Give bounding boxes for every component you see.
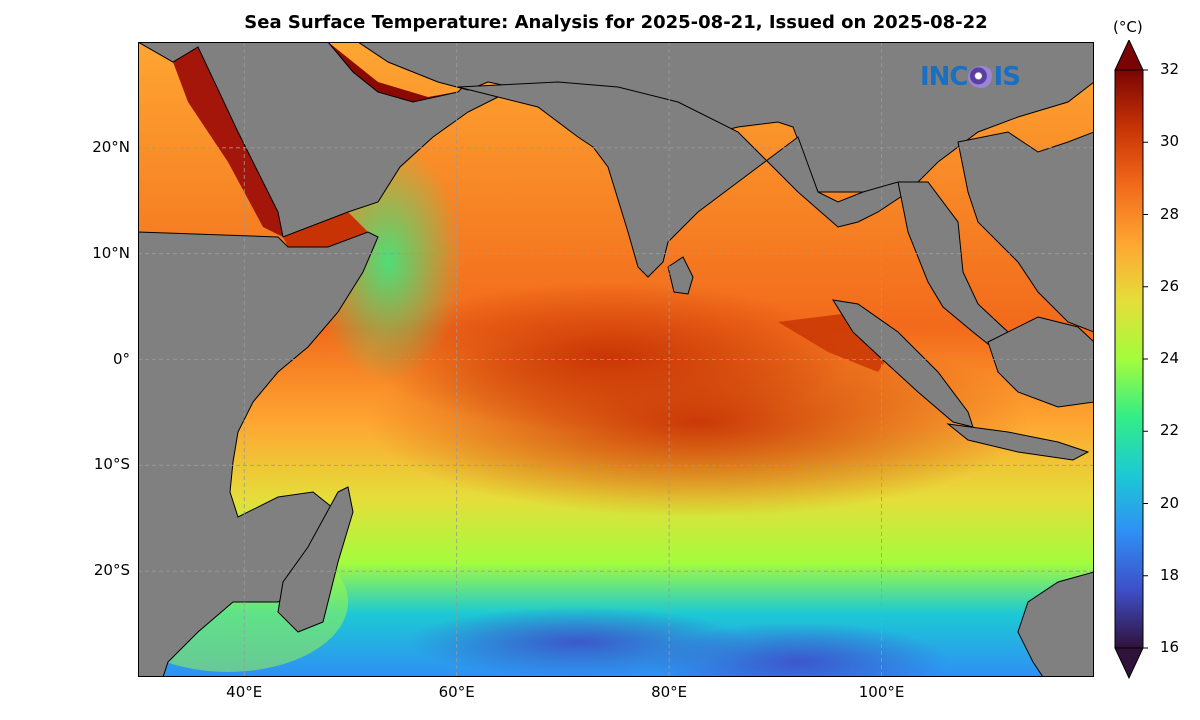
incois-swirl-icon xyxy=(967,66,994,88)
land xyxy=(136,41,1095,678)
latitude-tick-label: 10°S xyxy=(93,455,130,474)
longitude-tick-label: 100°E xyxy=(858,683,905,701)
gridlines xyxy=(138,42,1094,677)
longitude-tick-label: 80°E xyxy=(651,683,688,701)
colorbar-tick-label: 26 xyxy=(1160,276,1180,295)
colorbar-max-extension xyxy=(1114,40,1144,71)
southern-cold-region xyxy=(408,607,748,677)
colorbar-gradient xyxy=(1114,69,1144,649)
latitude-tick-label: 10°N xyxy=(92,243,130,262)
warm-pool-region xyxy=(368,282,848,432)
sst-map xyxy=(108,41,1095,702)
latitude-tick-label: 20°S xyxy=(93,561,130,580)
sst-map-canvas xyxy=(108,41,1095,702)
colorbar-min-extension xyxy=(1114,647,1144,680)
map-border xyxy=(138,42,1094,677)
colorbar-tick-label: 30 xyxy=(1160,132,1180,151)
longitude-tick-label: 60°E xyxy=(438,683,475,701)
colorbar-tick-label: 22 xyxy=(1160,421,1180,440)
latitude-tick-label: 0° xyxy=(112,349,130,368)
longitude-tick-label: 40°E xyxy=(226,683,263,701)
colorbar-unit: (°C) xyxy=(1113,18,1143,36)
colorbar-tick-label: 20 xyxy=(1160,493,1180,512)
incois-logo: INC IS xyxy=(920,62,1021,92)
colorbar-tick-label: 28 xyxy=(1160,204,1180,223)
colorbar-tick-label: 16 xyxy=(1160,638,1180,656)
gulf-of-aden xyxy=(283,212,368,247)
latitude-tick-label: 20°N xyxy=(92,137,130,156)
colorbar-tick-label: 32 xyxy=(1160,60,1180,78)
red-sea xyxy=(173,47,283,237)
colorbar xyxy=(1114,40,1148,680)
colorbar-tick-label: 24 xyxy=(1160,349,1180,367)
colorbar-tick-label: 18 xyxy=(1160,565,1180,584)
map-title: Sea Surface Temperature: Analysis for 20… xyxy=(244,12,988,33)
